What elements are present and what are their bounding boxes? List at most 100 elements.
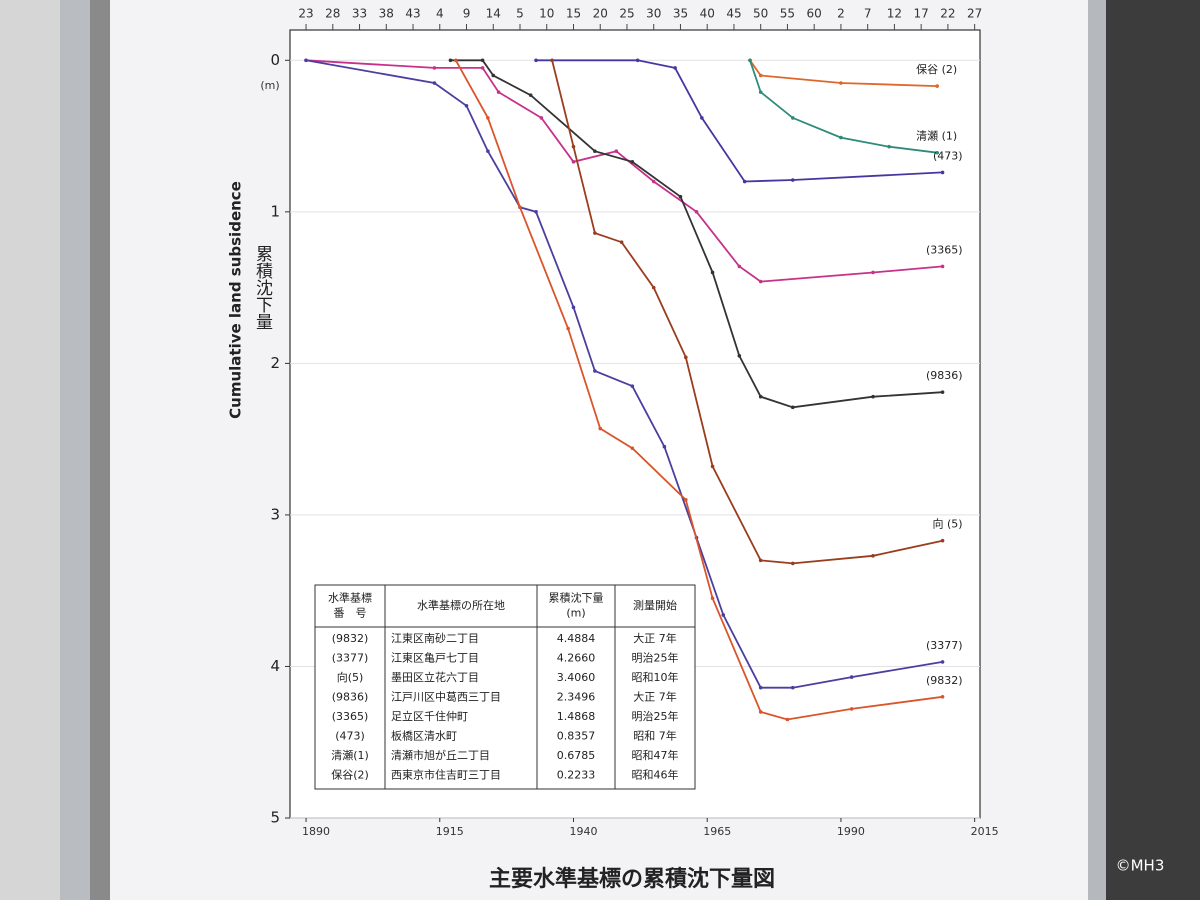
era-label: 35	[673, 7, 688, 21]
table-cell: 0.2233	[557, 769, 596, 782]
table-cell: 江東区亀戸七丁目	[391, 651, 479, 665]
table-cell: 墨田区立花六丁目	[391, 670, 479, 684]
series-point	[758, 558, 763, 563]
y-tick-label: 5	[270, 809, 280, 827]
series-point	[454, 58, 458, 63]
table-bg	[315, 585, 695, 789]
y-unit: (m)	[260, 79, 279, 92]
series-point	[480, 58, 485, 63]
series-point	[651, 285, 656, 290]
table-cell: 清瀬市旭が丘二丁目	[391, 748, 490, 762]
series-point	[571, 160, 576, 164]
series-point	[758, 279, 763, 284]
series-label: (3377)	[926, 639, 963, 652]
table-cell: 1.4868	[557, 710, 596, 723]
series-point	[304, 58, 308, 63]
series-point	[940, 264, 945, 269]
series-point	[550, 58, 554, 63]
series-line	[749, 60, 938, 154]
era-label: 5	[516, 7, 524, 21]
right-frame	[1088, 0, 1106, 900]
y-axis-label-ja: 累積沈下量	[252, 245, 273, 330]
era-label: 60	[807, 7, 822, 21]
table-cell: 昭和46年	[632, 768, 679, 782]
chart-title: 主要水準基標の累積沈下量図	[489, 866, 775, 892]
series-point	[598, 426, 603, 431]
series-point	[940, 660, 945, 664]
era-label: 43	[405, 7, 420, 21]
table-cell: 明治25年	[632, 709, 679, 723]
series-point	[630, 446, 635, 451]
series-point	[684, 497, 688, 502]
series-point	[528, 93, 533, 97]
series-point	[614, 149, 619, 154]
era-label: 4	[436, 7, 444, 21]
era-label: 7	[864, 7, 872, 21]
series-point	[593, 231, 597, 235]
table-cell: 2.3496	[557, 691, 596, 704]
series-point	[486, 149, 490, 154]
series-point	[571, 305, 576, 310]
series-point	[486, 116, 490, 120]
series-point	[710, 596, 715, 601]
series-point	[721, 613, 726, 617]
watermark: ©MH3	[1116, 857, 1165, 875]
era-label: 23	[298, 7, 313, 21]
era-label: 33	[352, 7, 367, 21]
table-header: 水準基標	[328, 591, 372, 605]
series-point	[790, 116, 795, 120]
series-point	[940, 694, 945, 699]
series-point	[785, 717, 790, 722]
era-label: 25	[619, 7, 634, 21]
era-label: 17	[914, 7, 929, 21]
series-point	[464, 103, 469, 108]
series-point	[871, 394, 875, 399]
table-cell: 4.2660	[557, 652, 596, 665]
era-label: 50	[753, 7, 768, 21]
series-point	[678, 194, 683, 199]
table-cell: 0.8357	[557, 730, 596, 743]
series-point	[432, 66, 437, 70]
series-point	[887, 144, 891, 149]
series-point	[566, 326, 570, 331]
series-label: (473)	[933, 149, 963, 162]
table-cell: (9836)	[332, 691, 369, 704]
x-tick-label: 1965	[703, 825, 731, 838]
series-label: (9832)	[926, 674, 963, 687]
table-cell: (3365)	[332, 710, 369, 723]
table-cell: 昭和 7年	[633, 729, 677, 743]
series-point	[619, 240, 624, 244]
era-label: 15	[566, 7, 581, 21]
table-cell: 板橋区清水町	[391, 729, 457, 743]
era-label: 30	[646, 7, 661, 21]
series-point	[849, 707, 854, 711]
series-point	[673, 66, 677, 70]
series-point	[940, 390, 945, 394]
series-point	[758, 685, 763, 690]
series-point	[790, 561, 795, 566]
table-cell: (3377)	[332, 652, 369, 665]
table-cell: 足立区千住仲町	[391, 709, 468, 723]
series-line	[749, 59, 938, 87]
series-label: (3365)	[926, 243, 963, 256]
series-point	[635, 58, 640, 63]
era-label: 12	[887, 7, 902, 21]
era-label: 28	[325, 7, 340, 21]
series-point	[710, 464, 715, 469]
series-point	[940, 170, 945, 175]
right-dark-area	[1105, 0, 1200, 900]
era-label: 22	[940, 7, 955, 21]
series-point	[448, 58, 453, 63]
series-label: (9836)	[926, 369, 963, 382]
series-point	[710, 270, 715, 275]
y-axis-label: Cumulative land subsidence	[227, 181, 245, 419]
era-label: 2	[837, 7, 845, 21]
series-point	[790, 405, 795, 410]
series-point	[630, 384, 635, 388]
era-label: 45	[726, 7, 741, 21]
table-cell: 3.4060	[557, 671, 596, 684]
era-label: 10	[539, 7, 554, 21]
x-tick-label: 1990	[837, 825, 865, 838]
series-point	[593, 149, 597, 154]
